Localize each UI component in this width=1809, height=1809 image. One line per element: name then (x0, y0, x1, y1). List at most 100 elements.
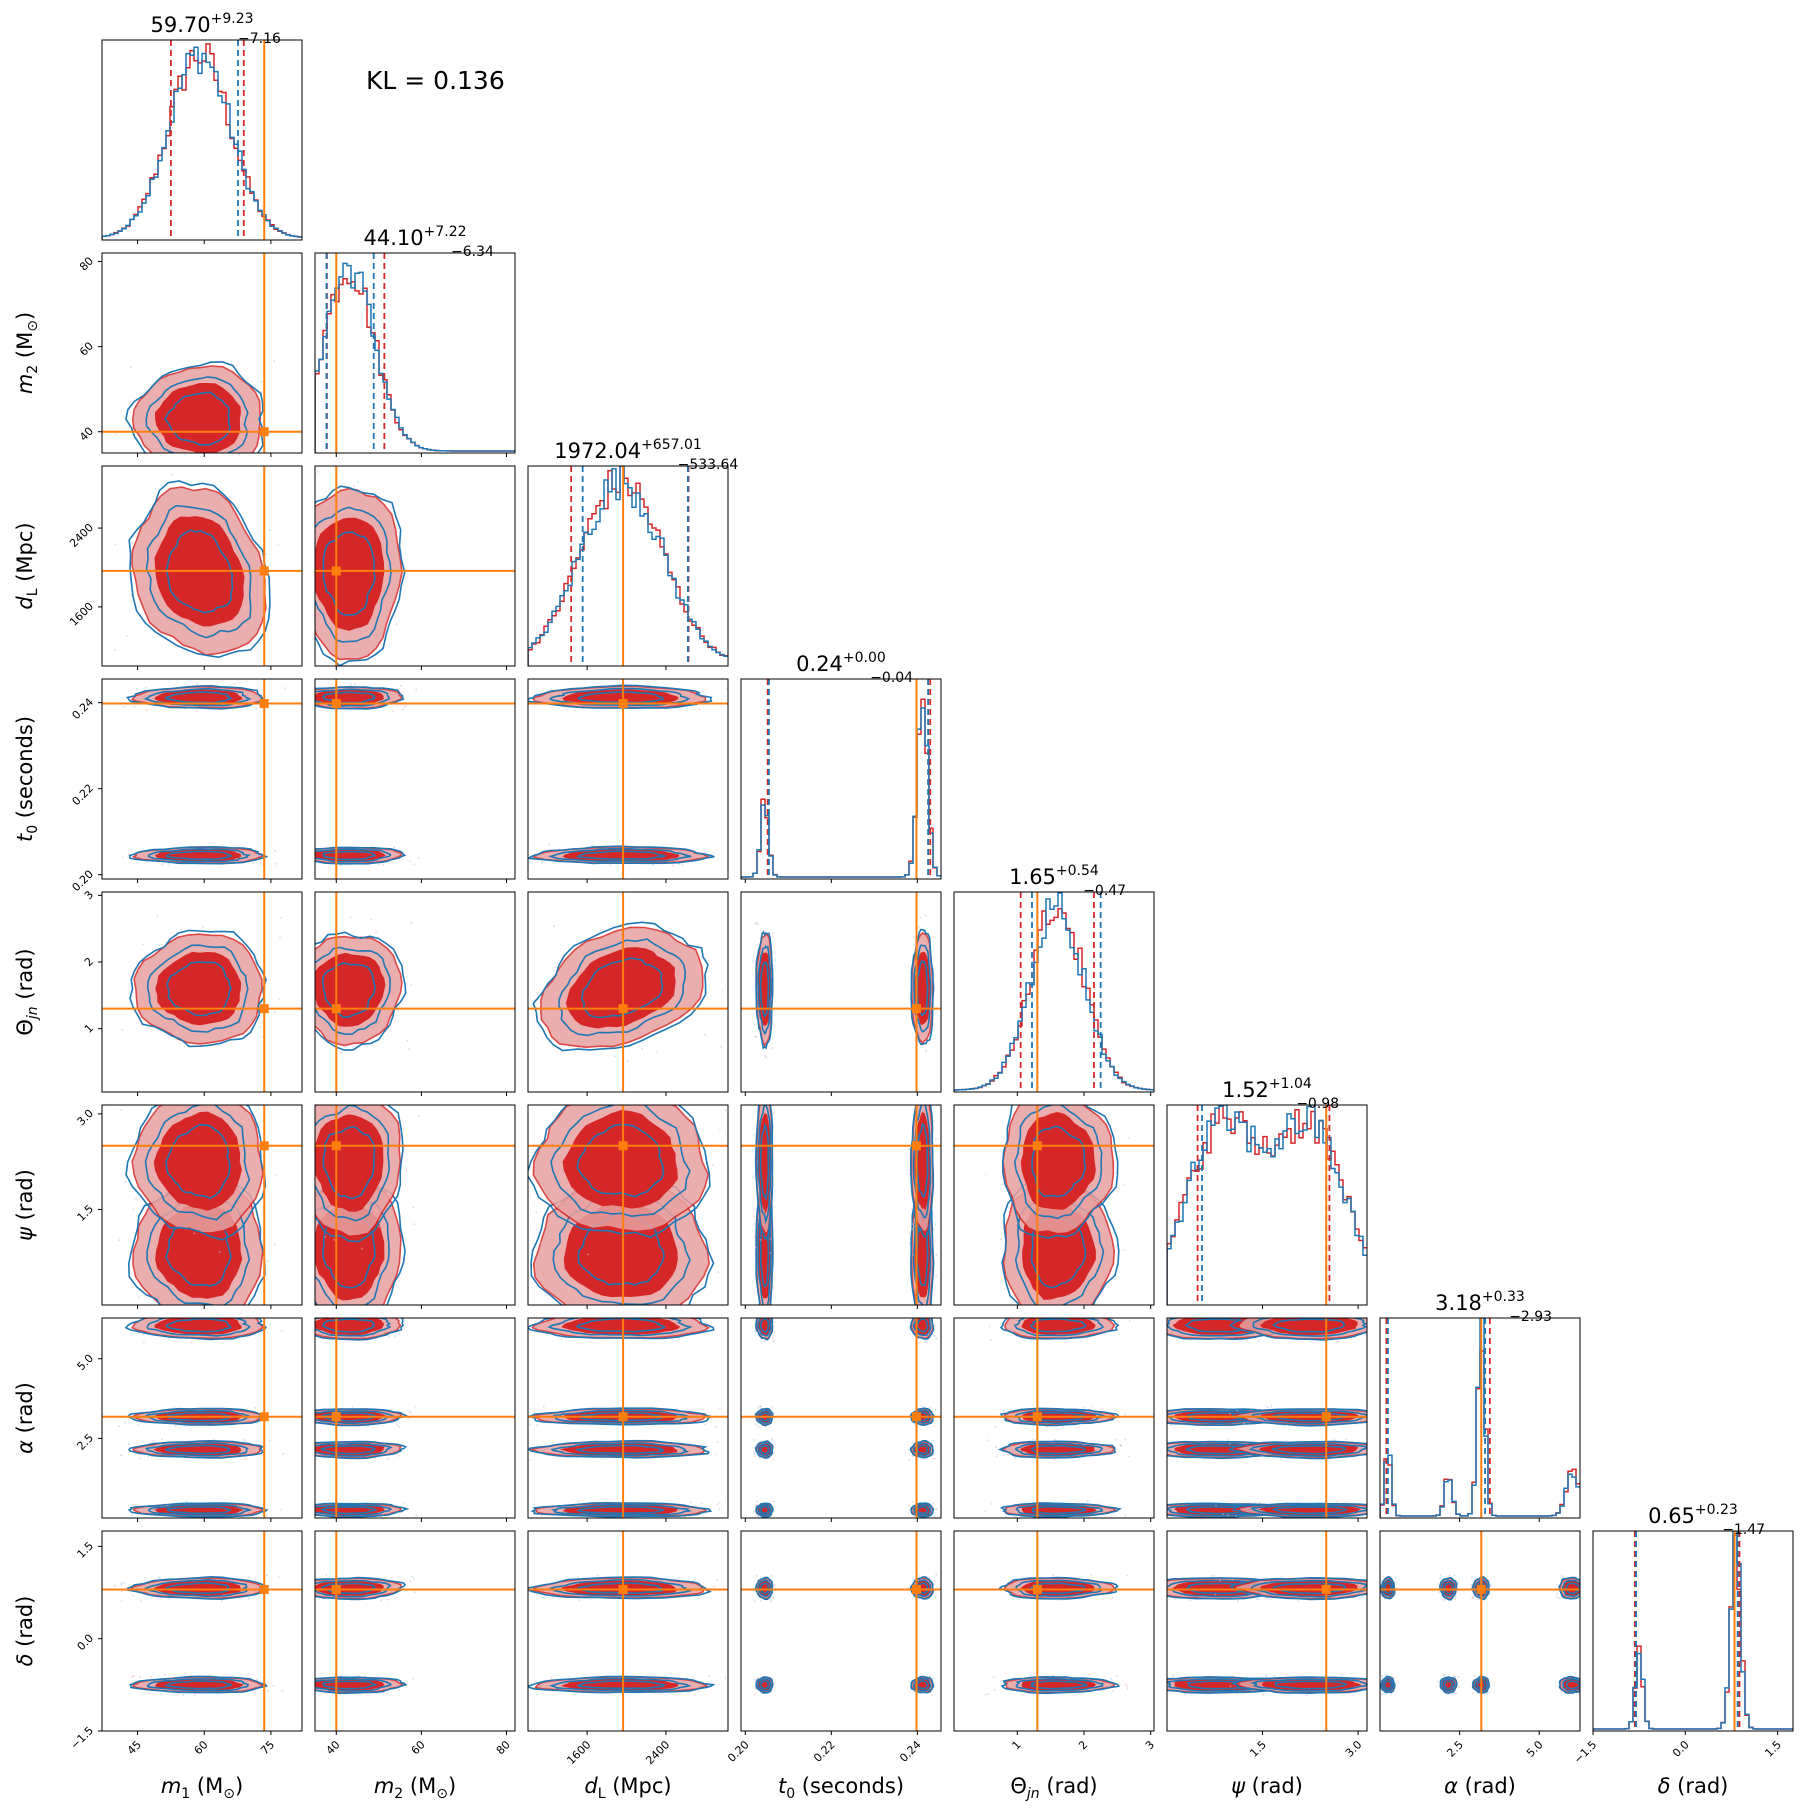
xlabel-alpha: α (rad) (1444, 1774, 1516, 1798)
panel-t0-m1: 0.20 0.22 0.24 (70, 678, 303, 895)
panel-delta-psi: 1.5 3.0 (1166, 1530, 1368, 1760)
summary-title-delta: 0.65+0.23 (1648, 1502, 1738, 1528)
panel-frame (314, 252, 516, 454)
ytick-theta-2: 3 (82, 888, 96, 902)
panel-frame (740, 678, 942, 880)
xtick-dL-1: 2400 (643, 1738, 672, 1767)
panel-delta-alpha: 2.5 5.0 (1379, 1530, 1581, 1760)
summary-minus-alpha: −2.93 (1509, 1309, 1552, 1325)
hist-b-psi (1167, 1105, 1367, 1305)
ytick-t0-1: 0.22 (70, 782, 97, 809)
ytick-alpha-1: 5.0 (75, 1352, 97, 1374)
panel-theta-dL (527, 891, 729, 1096)
panel-frame (953, 1530, 1155, 1732)
panel-delta-t0: 0.20 0.22 0.24 (725, 1530, 942, 1765)
truth-marker-delta-alpha (1476, 1584, 1486, 1594)
truth-marker-dL-m1 (259, 566, 269, 576)
panel-alpha-dL (527, 1317, 729, 1522)
panel-frame (314, 891, 516, 1093)
ylabel-psi: ψ (rad) (13, 1169, 37, 1241)
panel-psi-t0 (740, 1104, 942, 1309)
xtick-theta-1: 2 (1076, 1738, 1090, 1752)
panel-alpha-m1: 2.5 5.0 (75, 1317, 303, 1522)
panel-frame (101, 1530, 303, 1732)
panel-frame (101, 1317, 303, 1519)
summary-minus-m1: −7.16 (238, 31, 281, 47)
panel-alpha-psi (1166, 1317, 1368, 1522)
ylabel-delta: δ (rad) (13, 1596, 37, 1667)
panel-dL-dL: 1972.04+657.01−533.64 (527, 437, 738, 670)
truth-marker-psi-theta (1032, 1141, 1042, 1151)
hist-b-dL (528, 466, 728, 666)
panel-psi-m1: 1.5 3.0 (75, 1104, 303, 1309)
ylabel-alpha: α (rad) (13, 1382, 37, 1454)
xtick-m1-0: 45 (125, 1738, 144, 1757)
panel-delta-dL: 1600 2400 (527, 1530, 729, 1767)
xtick-m1-1: 60 (191, 1738, 210, 1757)
summary-title-psi: 1.52+1.04 (1222, 1076, 1312, 1102)
panel-psi-theta (953, 1104, 1155, 1309)
xtick-psi-0: 1.5 (1247, 1738, 1269, 1760)
ytick-psi-1: 3.0 (75, 1107, 97, 1129)
truth-marker-m2-m1 (259, 427, 269, 437)
xtick-psi-1: 3.0 (1343, 1738, 1365, 1760)
panel-alpha-alpha: 3.18+0.33−2.93 (1379, 1289, 1581, 1522)
panel-frame (953, 891, 1155, 1093)
panel-frame (527, 465, 729, 667)
ylabel-dL: dL (Mpc) (13, 522, 41, 609)
panel-frame (101, 252, 303, 454)
xlabel-t0: t0 (seconds) (778, 1774, 904, 1802)
xtick-delta-1: 0.0 (1670, 1738, 1692, 1760)
truth-marker-alpha-dL (618, 1412, 628, 1422)
truth-marker-alpha-theta (1032, 1412, 1042, 1422)
xtick-alpha-1: 5.0 (1524, 1738, 1546, 1760)
xlabel-m1: m1 (M⊙) (161, 1774, 243, 1802)
panel-frame (314, 678, 516, 880)
hist-b-m2 (315, 262, 515, 453)
xtick-m2-0: 40 (324, 1738, 343, 1757)
hist-b-m1 (102, 46, 302, 240)
panel-frame (953, 1317, 1155, 1519)
xtick-alpha-0: 2.5 (1444, 1738, 1466, 1760)
truth-marker-delta-t0 (911, 1584, 921, 1594)
ytick-theta-1: 2 (82, 955, 96, 969)
panel-m1-m1: 59.70+9.23−7.16 (101, 11, 303, 244)
hist-a-theta (954, 908, 1154, 1092)
truth-marker-delta-dL (618, 1584, 628, 1594)
ytick-psi-0: 1.5 (75, 1202, 97, 1224)
panel-frame (1166, 1317, 1368, 1519)
panel-psi-dL (527, 1104, 729, 1309)
summary-title-m2: 44.10+7.22 (363, 224, 466, 250)
summary-minus-psi: −0.98 (1296, 1096, 1339, 1112)
panel-frame (314, 1104, 516, 1306)
panel-delta-m2: 40 60 80 (314, 1530, 516, 1757)
panel-t0-m2 (314, 678, 516, 883)
panel-dL-m2 (314, 465, 516, 670)
panel-frame (740, 1317, 942, 1519)
truth-marker-theta-m2 (331, 1004, 341, 1014)
panel-frame (527, 678, 729, 880)
xlabel-psi: ψ (rad) (1231, 1774, 1303, 1798)
ytick-m2-0: 40 (77, 425, 96, 444)
ytick-theta-0: 1 (82, 1022, 96, 1036)
panel-alpha-theta (953, 1317, 1155, 1522)
panel-frame (1166, 1104, 1368, 1306)
panel-psi-m2 (314, 1104, 516, 1309)
panel-frame (101, 678, 303, 880)
xtick-t0-2: 0.24 (897, 1738, 924, 1765)
xtick-theta-0: 1 (1010, 1738, 1024, 1752)
ytick-delta-1: 0.0 (75, 1632, 97, 1654)
truth-marker-alpha-psi (1321, 1412, 1331, 1422)
panel-delta-delta: 0.65+0.23−1.47 −1.5 0.0 1.5 (1571, 1502, 1794, 1766)
panel-frame (527, 1317, 729, 1519)
panel-dL-m1: 1600 2400 (67, 465, 303, 670)
panel-frame (1592, 1530, 1794, 1732)
summary-title-dL: 1972.04+657.01 (554, 437, 702, 463)
ytick-t0-0: 0.20 (70, 868, 97, 895)
truth-marker-delta-theta (1032, 1584, 1042, 1594)
xtick-m2-1: 60 (409, 1738, 428, 1757)
xtick-theta-2: 3 (1143, 1738, 1157, 1752)
xlabel-delta: δ (rad) (1658, 1774, 1729, 1798)
hist-a-m2 (315, 278, 515, 453)
